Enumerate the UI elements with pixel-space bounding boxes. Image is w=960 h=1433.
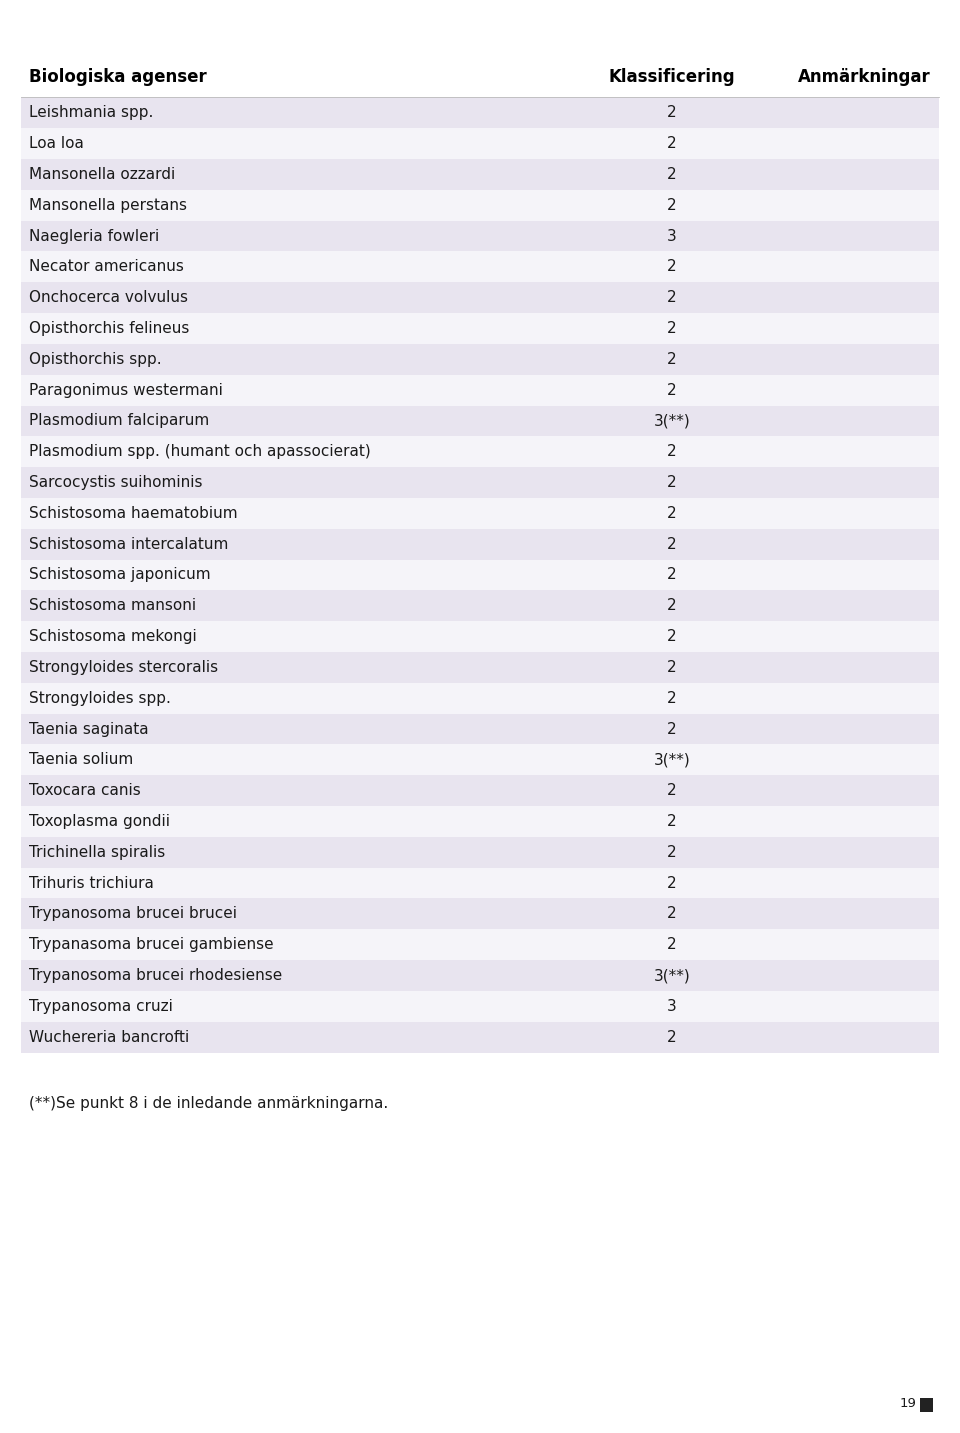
- Text: 2: 2: [667, 383, 677, 397]
- Text: Trypanosoma cruzi: Trypanosoma cruzi: [29, 999, 173, 1013]
- Text: 2: 2: [667, 168, 677, 182]
- Bar: [21, 159, 939, 191]
- Bar: [21, 467, 939, 497]
- Bar: [21, 497, 939, 529]
- Bar: [21, 898, 939, 929]
- Text: Anmärkningar: Anmärkningar: [798, 69, 930, 86]
- Bar: [21, 682, 939, 714]
- Text: Schistosoma mansoni: Schistosoma mansoni: [29, 599, 196, 613]
- Bar: [21, 282, 939, 312]
- Text: Taenia saginata: Taenia saginata: [29, 722, 149, 737]
- Text: 2: 2: [667, 567, 677, 582]
- Bar: [21, 620, 939, 652]
- Text: Toxoplasma gondii: Toxoplasma gondii: [29, 814, 170, 828]
- Text: 2: 2: [667, 814, 677, 828]
- Text: 2: 2: [667, 784, 677, 798]
- Text: Schistosoma japonicum: Schistosoma japonicum: [29, 567, 210, 582]
- Text: 2: 2: [667, 353, 677, 367]
- Text: 2: 2: [667, 136, 677, 150]
- Text: Leishmania spp.: Leishmania spp.: [29, 106, 154, 120]
- Text: Naegleria fowleri: Naegleria fowleri: [29, 229, 159, 244]
- Bar: [21, 559, 939, 590]
- Text: Trypanosoma brucei rhodesiense: Trypanosoma brucei rhodesiense: [29, 969, 282, 983]
- Text: 2: 2: [667, 629, 677, 643]
- Text: Schistosoma haematobium: Schistosoma haematobium: [29, 506, 237, 520]
- Text: Wuchereria bancrofti: Wuchereria bancrofti: [29, 1030, 189, 1045]
- Text: 2: 2: [667, 876, 677, 890]
- Text: 2: 2: [667, 291, 677, 305]
- Bar: [21, 221, 939, 252]
- Text: Strongyloides spp.: Strongyloides spp.: [29, 691, 171, 705]
- Text: Taenia solium: Taenia solium: [29, 752, 133, 767]
- Text: 2: 2: [667, 599, 677, 613]
- Text: Loa loa: Loa loa: [29, 136, 84, 150]
- Text: 2: 2: [667, 907, 677, 921]
- Text: Trypanasoma brucei gambiense: Trypanasoma brucei gambiense: [29, 937, 274, 952]
- Text: 2: 2: [667, 691, 677, 705]
- Text: 2: 2: [667, 661, 677, 675]
- Bar: [21, 714, 939, 744]
- Text: Plasmodium spp. (humant och apassocierat): Plasmodium spp. (humant och apassocierat…: [29, 444, 371, 459]
- Bar: [21, 775, 939, 805]
- Text: Opisthorchis spp.: Opisthorchis spp.: [29, 353, 161, 367]
- Bar: [21, 436, 939, 467]
- Bar: [21, 312, 939, 344]
- Text: 2: 2: [667, 198, 677, 212]
- Text: 2: 2: [667, 845, 677, 860]
- Bar: [21, 97, 939, 129]
- Text: 2: 2: [667, 259, 677, 274]
- Bar: [21, 374, 939, 406]
- Bar: [21, 990, 939, 1022]
- Bar: [21, 805, 939, 837]
- Text: Toxocara canis: Toxocara canis: [29, 784, 140, 798]
- Bar: [21, 867, 939, 898]
- Text: Biologiska agenser: Biologiska agenser: [29, 69, 206, 86]
- Text: Plasmodium falciparum: Plasmodium falciparum: [29, 414, 209, 428]
- Text: 2: 2: [667, 106, 677, 120]
- Text: 2: 2: [667, 937, 677, 952]
- Bar: [21, 344, 939, 374]
- Bar: [21, 1022, 939, 1052]
- Bar: [21, 744, 939, 775]
- Bar: [21, 652, 939, 682]
- Text: Necator americanus: Necator americanus: [29, 259, 183, 274]
- Bar: [21, 191, 939, 221]
- Text: Opisthorchis felineus: Opisthorchis felineus: [29, 321, 189, 335]
- Text: 2: 2: [667, 506, 677, 520]
- Bar: [21, 837, 939, 867]
- Text: Schistosoma intercalatum: Schistosoma intercalatum: [29, 537, 228, 552]
- Bar: [21, 129, 939, 159]
- Text: Paragonimus westermani: Paragonimus westermani: [29, 383, 223, 397]
- Text: Mansonella ozzardi: Mansonella ozzardi: [29, 168, 175, 182]
- Text: 2: 2: [667, 476, 677, 490]
- Text: 2: 2: [667, 722, 677, 737]
- Bar: [21, 252, 939, 282]
- Text: Klassificering: Klassificering: [609, 69, 735, 86]
- Text: Strongyloides stercoralis: Strongyloides stercoralis: [29, 661, 218, 675]
- Bar: [21, 929, 939, 960]
- Text: 19: 19: [900, 1397, 917, 1410]
- Text: 2: 2: [667, 444, 677, 459]
- Text: Trichinella spiralis: Trichinella spiralis: [29, 845, 165, 860]
- Text: 3: 3: [667, 999, 677, 1013]
- Bar: [21, 590, 939, 620]
- Text: Schistosoma mekongi: Schistosoma mekongi: [29, 629, 197, 643]
- Text: Mansonella perstans: Mansonella perstans: [29, 198, 187, 212]
- Text: (**)Se punkt 8 i de inledande anmärkningarna.: (**)Se punkt 8 i de inledande anmärkning…: [29, 1096, 388, 1111]
- Bar: [21, 406, 939, 436]
- Bar: [21, 960, 939, 990]
- Text: 2: 2: [667, 537, 677, 552]
- Text: 3(**): 3(**): [654, 969, 690, 983]
- Text: 2: 2: [667, 321, 677, 335]
- Text: 3: 3: [667, 229, 677, 244]
- Text: 2: 2: [667, 1030, 677, 1045]
- Text: Onchocerca volvulus: Onchocerca volvulus: [29, 291, 188, 305]
- Bar: [920, 1399, 933, 1412]
- Text: Trihuris trichiura: Trihuris trichiura: [29, 876, 154, 890]
- Text: Sarcocystis suihominis: Sarcocystis suihominis: [29, 476, 203, 490]
- Text: Trypanosoma brucei brucei: Trypanosoma brucei brucei: [29, 907, 237, 921]
- Bar: [21, 529, 939, 559]
- Text: 3(**): 3(**): [654, 414, 690, 428]
- Text: 3(**): 3(**): [654, 752, 690, 767]
